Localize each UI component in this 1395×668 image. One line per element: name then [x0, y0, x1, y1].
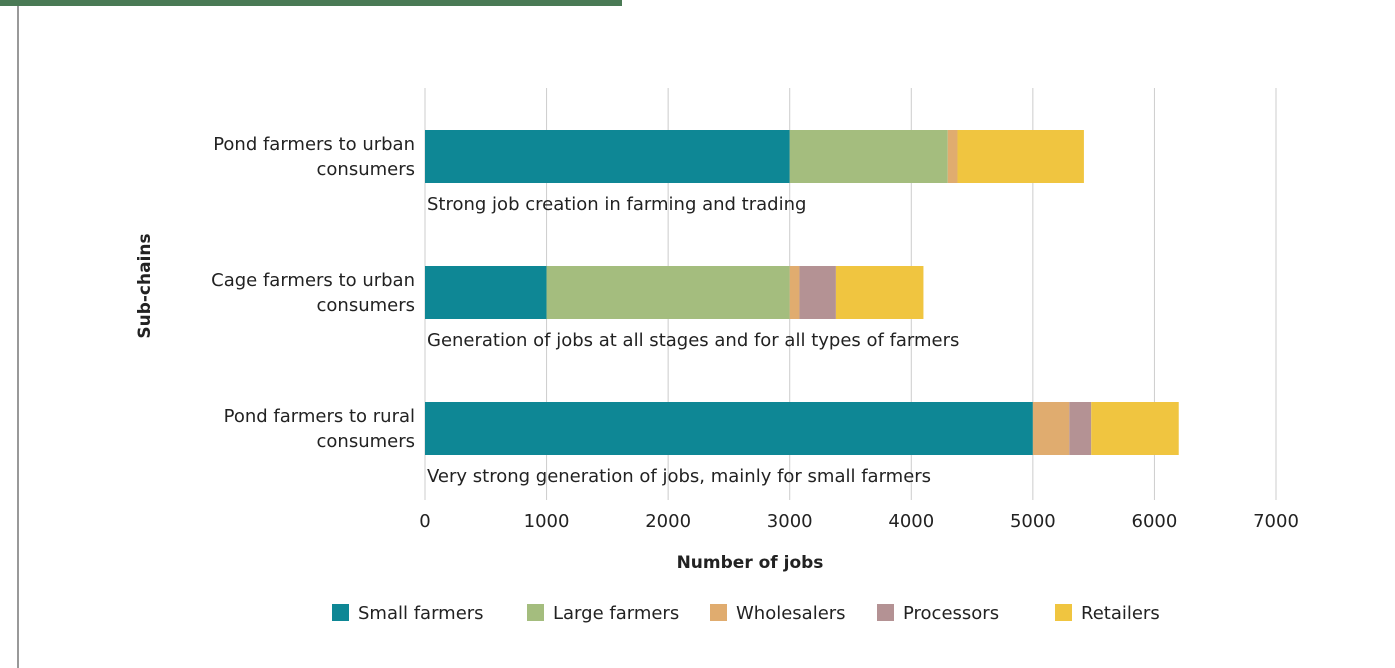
- bar-segment: [799, 266, 836, 319]
- x-tick-label: 6000: [1132, 511, 1178, 532]
- bar-segment: [947, 130, 958, 183]
- bar-segment: [425, 130, 790, 183]
- x-tick-label: 3000: [767, 511, 813, 532]
- bar-segment: [425, 402, 1033, 455]
- legend-swatch: [527, 604, 544, 621]
- annotation: Strong job creation in farming and tradi…: [427, 194, 806, 215]
- x-tick-label: 4000: [888, 511, 934, 532]
- annotation: Very strong generation of jobs, mainly f…: [427, 466, 931, 487]
- legend-label: Wholesalers: [736, 603, 846, 624]
- x-tick-label: 7000: [1253, 511, 1299, 532]
- bar-segment: [957, 130, 1084, 183]
- y-tick-label: Pond farmers to urban consumers: [213, 133, 415, 180]
- legend-swatch: [877, 604, 894, 621]
- legend-label: Processors: [903, 603, 999, 624]
- bar-segment: [546, 266, 790, 319]
- y-axis-label: Sub-chains: [135, 233, 155, 338]
- x-tick-label: 0: [419, 511, 430, 532]
- legend-swatch: [710, 604, 727, 621]
- legend-swatch: [332, 604, 349, 621]
- y-tick-label: Pond farmers to rural consumers: [223, 405, 415, 452]
- x-tick-label: 5000: [1010, 511, 1056, 532]
- legend-label: Large farmers: [553, 603, 679, 624]
- bar-segment: [425, 266, 547, 319]
- x-axis-label: Number of jobs: [677, 553, 824, 573]
- legend-label: Small farmers: [358, 603, 484, 624]
- legend-swatch: [1055, 604, 1072, 621]
- bar-segment: [835, 266, 924, 319]
- x-tick-label: 1000: [524, 511, 570, 532]
- annotation: Generation of jobs at all stages and for…: [427, 330, 959, 351]
- bar-segment: [1069, 402, 1092, 455]
- bar-segment: [789, 266, 800, 319]
- bar-segment: [1032, 402, 1070, 455]
- header-bar: [0, 0, 622, 6]
- bar-segment: [1091, 402, 1179, 455]
- bar-segment: [789, 130, 948, 183]
- y-tick-label: Cage farmers to urban consumers: [211, 269, 415, 316]
- x-tick-label: 2000: [645, 511, 691, 532]
- legend-label: Retailers: [1081, 603, 1160, 624]
